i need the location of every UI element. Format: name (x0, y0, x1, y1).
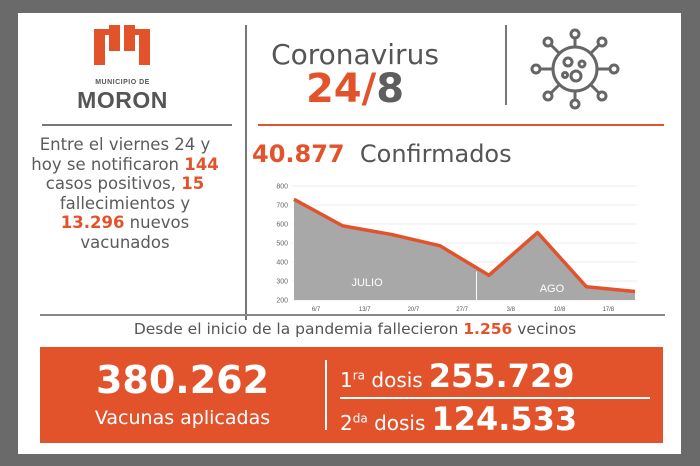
x-tick-label: 10/8 (554, 307, 566, 313)
y-tick-label: 700 (276, 203, 288, 210)
summary-deaths: 15 (181, 174, 205, 193)
y-tick-label: 400 (276, 260, 288, 267)
since-text-1: Desde el inicio de la pandemia fallecier… (133, 320, 464, 338)
confirmed-number: 40.877 (252, 140, 345, 168)
chart-underline (40, 314, 665, 316)
header-underline (258, 124, 664, 126)
page-title: Coronavirus (271, 38, 439, 71)
confirmed-total: 40.877 Confirmados (252, 140, 662, 168)
vaccines-divider (325, 360, 327, 430)
moron-logo-icon (94, 25, 150, 65)
confirmed-chart: 800 700 600 500 400 300 200 JULIO AGO 6/7 13/7 20/7… (276, 184, 637, 313)
vaccines-panel (40, 347, 663, 443)
x-tick-label: 20/7 (408, 307, 420, 313)
dose1-row: 1ra dosis 255.729 (340, 357, 574, 395)
dose2-number: 2 (340, 411, 353, 435)
vaccines-total: 380.262 (95, 358, 270, 402)
dose2-sup: da (352, 411, 368, 426)
dose2-row: 2da dosis 124.533 (340, 400, 577, 438)
summary-cases: 144 (184, 154, 219, 174)
y-tick-label: 300 (276, 279, 288, 286)
summary-text-2: casos positivos, (45, 174, 182, 193)
header-divider (505, 25, 507, 105)
dose1-number: 1 (340, 368, 353, 392)
month-label-august: AGO (540, 283, 565, 295)
series-line (293, 197, 636, 294)
summary-text-4: nuevos vacunados (80, 213, 190, 252)
vertical-divider (245, 25, 247, 320)
y-tick-label: 200 (276, 298, 288, 305)
x-tick-label: 27/7 (456, 307, 468, 313)
y-tick-label: 500 (276, 241, 288, 248)
vaccines-total-label: Vacunas aplicadas (94, 407, 271, 429)
dose1-value: 255.729 (428, 357, 575, 395)
dose1-word: dosis (371, 368, 423, 392)
summary-vaccinated: 13.296 (60, 213, 125, 232)
x-tick-label: 3/8 (507, 307, 516, 313)
logo-underline (42, 124, 232, 126)
confirmed-label: Confirmados (359, 140, 512, 168)
logo-subtitle: MUNICIPIO DE (95, 79, 150, 86)
weekend-summary: Entre el viernes 24 y hoy se notificaron… (30, 135, 220, 252)
x-tick-label: 6/7 (312, 307, 321, 313)
dose-divider (340, 397, 650, 399)
since-text-2: vecinos (512, 320, 577, 338)
report-date: 24/8 (305, 66, 405, 112)
x-tick-label: 13/7 (359, 307, 371, 313)
dose2-word: dosis (374, 411, 426, 435)
total-deaths-line: Desde el inicio de la pandemia fallecier… (35, 320, 675, 338)
x-tick-label: 17/8 (602, 307, 614, 313)
logo-title: MORON (77, 87, 168, 113)
virus-icon (530, 28, 620, 110)
y-tick-label: 600 (276, 222, 288, 229)
summary-text-1: Entre el viernes 24 y hoy se notificaron (31, 135, 211, 174)
date-month: 8 (376, 66, 405, 112)
y-tick-label: 800 (276, 184, 288, 191)
area-fill (294, 199, 635, 300)
dose2-value: 124.533 (431, 400, 578, 438)
summary-text-3: fallecimientos y (59, 193, 191, 213)
total-deaths: 1.256 (463, 320, 513, 338)
dose1-sup: ra (352, 368, 366, 383)
month-label-july: JULIO (351, 277, 383, 289)
date-day: 24 (305, 66, 362, 112)
